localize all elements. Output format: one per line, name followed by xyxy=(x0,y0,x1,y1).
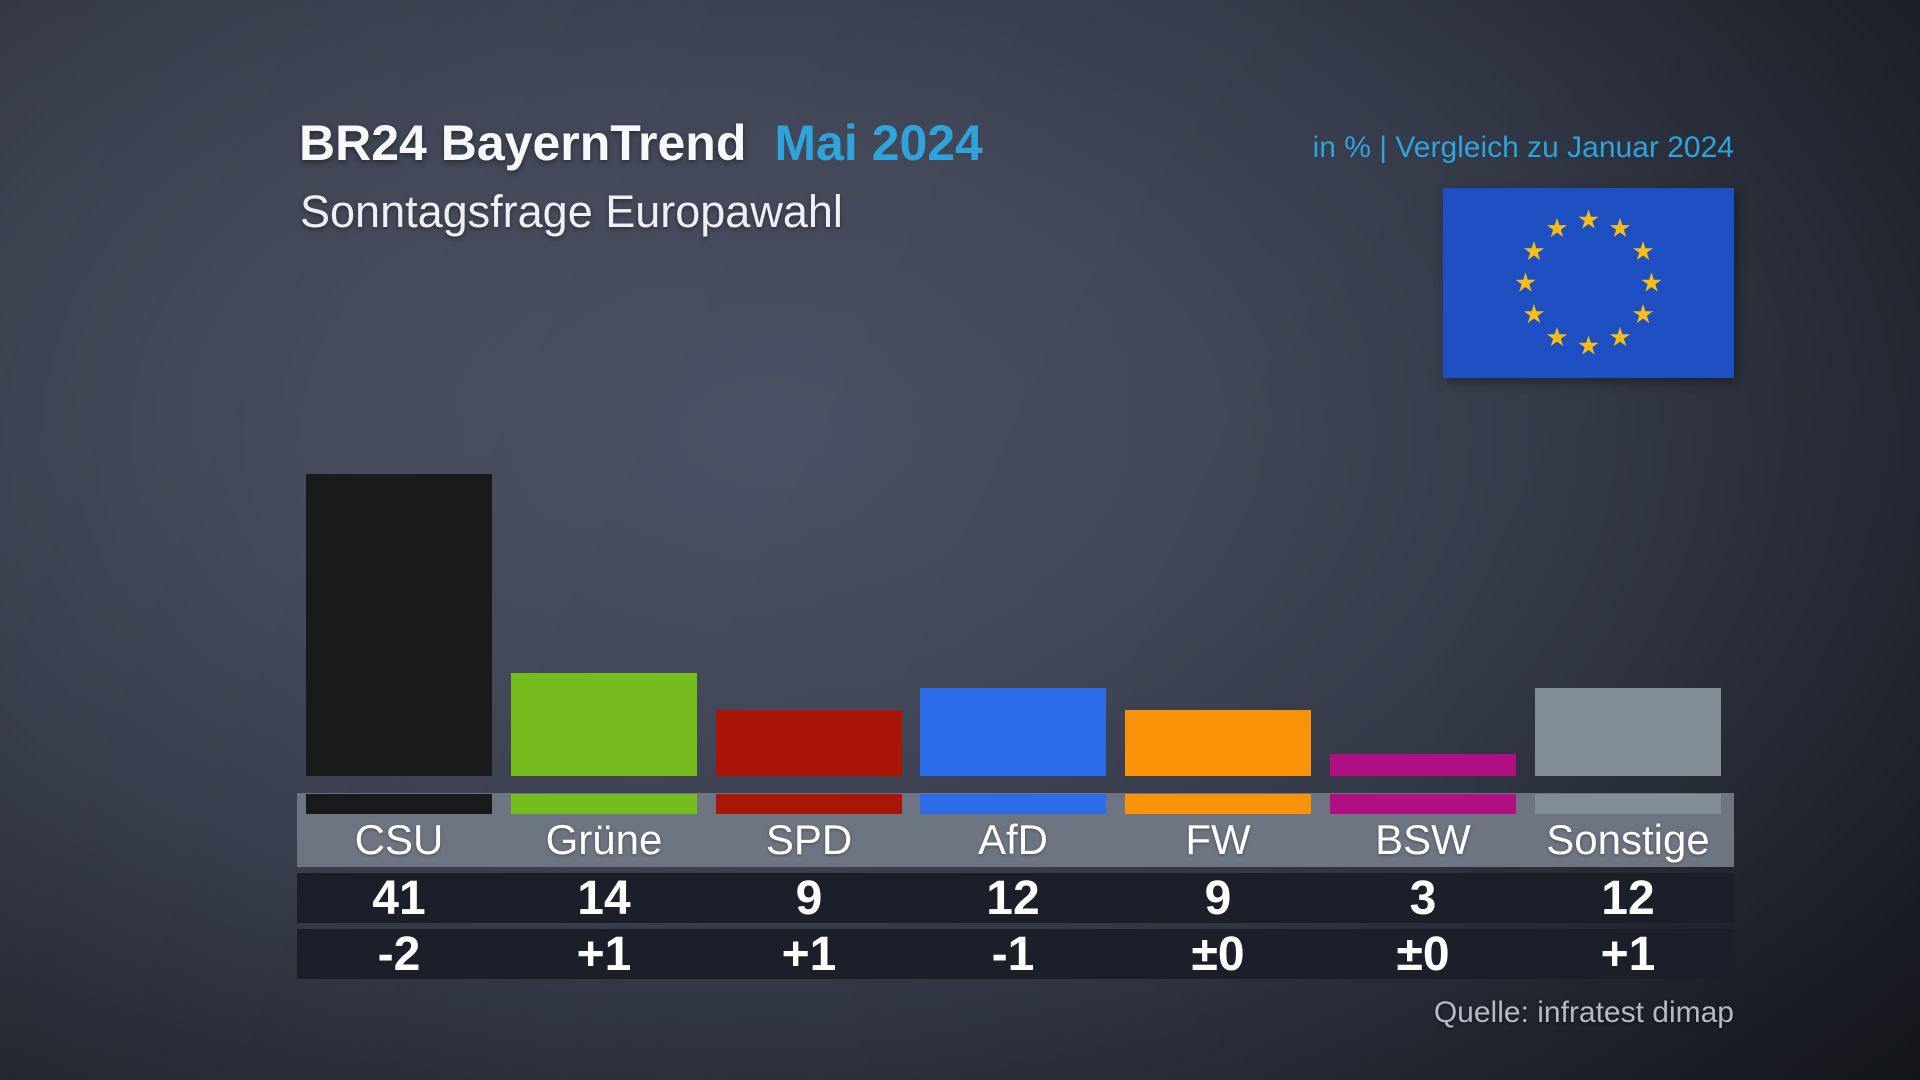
eu-star-icon xyxy=(1546,217,1568,238)
bar-bsw xyxy=(1330,754,1516,776)
party-name-band xyxy=(297,793,1734,867)
unit-comparison-note: in % | Vergleich zu Januar 2024 xyxy=(1312,131,1734,164)
bar-csu xyxy=(306,474,492,776)
eu-flag-icon xyxy=(1443,188,1734,378)
eu-star-icon xyxy=(1523,240,1545,261)
page-title: BR24 BayernTrend Mai 2024 xyxy=(299,116,983,171)
eu-star-icon xyxy=(1515,272,1536,292)
eu-star-icon xyxy=(1578,335,1599,355)
bar-gr-ne xyxy=(511,673,697,776)
source-credit: Quelle: infratest dimap xyxy=(1433,996,1734,1029)
eu-star-icon xyxy=(1609,217,1631,238)
title-edition: Mai 2024 xyxy=(774,115,983,171)
eu-star-icon xyxy=(1632,240,1654,261)
bar-afd xyxy=(920,688,1106,776)
bar-spd xyxy=(716,710,902,776)
bar-sonstige xyxy=(1535,688,1721,776)
eu-star-icon xyxy=(1641,272,1662,292)
eu-star-icon xyxy=(1546,326,1568,347)
subtitle: Sonntagsfrage Europawahl xyxy=(300,186,843,237)
title-text: BR24 BayernTrend xyxy=(299,115,747,171)
change-band xyxy=(297,929,1734,979)
bar-fw xyxy=(1125,710,1311,776)
eu-star-icon xyxy=(1578,209,1599,229)
eu-star-icon xyxy=(1632,303,1654,324)
value-band xyxy=(297,873,1734,923)
eu-star-icon xyxy=(1609,326,1631,347)
eu-star-icon xyxy=(1523,303,1545,324)
